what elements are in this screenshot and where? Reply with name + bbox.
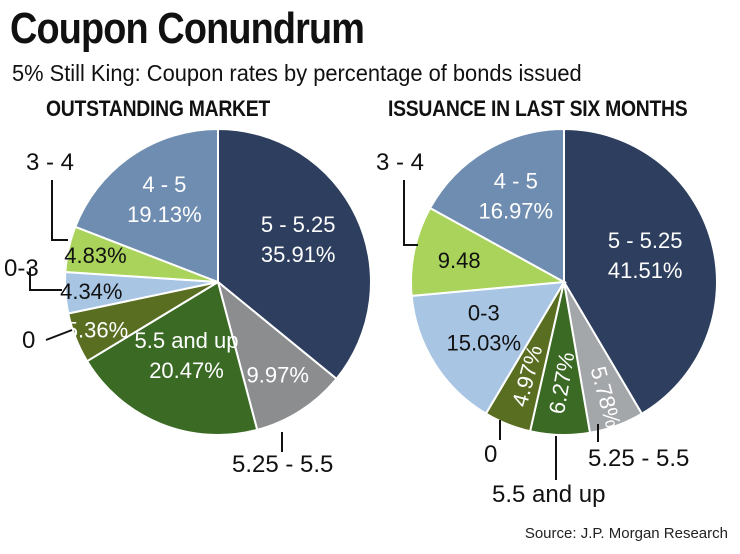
pie-slice-5-5-25 — [563, 127, 718, 416]
source-note: Source: J.P. Morgan Research — [524, 525, 728, 542]
slice-label-0-3: 4.34% — [60, 279, 122, 304]
slice-label-5-25-5-5: 9.97% — [247, 363, 309, 388]
pie-slice-4-5 — [428, 127, 565, 284]
page-title: Coupon Conundrum — [10, 4, 365, 53]
pie-slice-5-5-25 — [217, 127, 372, 381]
leader-line-0 — [45, 329, 73, 341]
slice-label-4-5: 4 - 5 19.13% — [127, 172, 202, 227]
slice-label-5-5-25: 5 - 5.25 41.51% — [608, 228, 683, 283]
slice-label-0-3: 0-3 15.03% — [446, 301, 521, 356]
pie-slice-3-4 — [410, 206, 568, 297]
leader-line-3-4 — [403, 180, 418, 246]
category-label-5-5-and-up: 5.5 and up — [492, 481, 605, 508]
category-label-0-3: 0-3 — [4, 255, 39, 282]
page-subtitle: 5% Still King: Coupon rates by percentag… — [12, 60, 582, 86]
slice-label-5-5-and-up: 5.5 and up 20.47% — [135, 328, 239, 383]
category-label-0: 0 — [22, 327, 35, 354]
category-label-3-4: 3 - 4 — [376, 149, 424, 176]
pie-slice-4-5 — [74, 127, 219, 284]
chart-title-issuance: ISSUANCE IN LAST SIX MONTHS — [388, 96, 688, 121]
slice-label-3-4: 4.83% — [64, 243, 126, 268]
category-label-3-4: 3 - 4 — [26, 149, 74, 176]
slice-label-4-5: 4 - 5 16.97% — [478, 168, 553, 223]
pie-slice-5-5-and-up — [85, 280, 259, 436]
chart-title-outstanding: OUTSTANDING MARKET — [46, 96, 270, 121]
category-label-5-25-5-5: 5.25 - 5.5 — [588, 445, 689, 472]
pie-slice-0-3 — [410, 280, 566, 415]
category-label-0: 0 — [484, 441, 497, 468]
category-label-5-25-5-5: 5.25 - 5.5 — [232, 451, 333, 478]
pie-issuance-in-last-six-months: 5 - 5.25 41.51%5.78%5.25 - 5.56.27%5.5 an… — [376, 127, 718, 508]
pie-outstanding-market: 5 - 5.25 35.91% 9.97% 5.25 - 5.5 5.5 and up 2… — [4, 127, 372, 478]
slice-label-0: 5.36% — [66, 318, 128, 343]
slice-label-5-5-25: 5 - 5.25 35.91% — [261, 212, 336, 267]
slice-label-3-4: 9.48 — [438, 248, 481, 273]
leader-line-3-4 — [51, 180, 68, 241]
leader-line-0-3 — [29, 268, 62, 291]
